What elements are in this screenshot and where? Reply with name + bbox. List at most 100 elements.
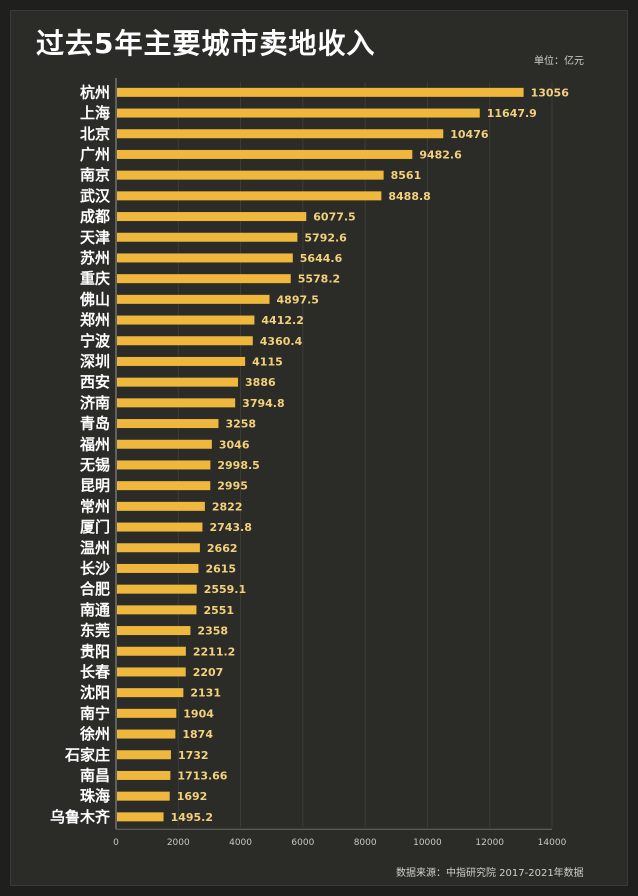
value-label: 8488.8	[388, 190, 430, 203]
bar	[117, 460, 211, 470]
bar	[117, 501, 205, 511]
category-label: 长沙	[80, 559, 110, 577]
value-label: 2743.8	[209, 521, 251, 534]
bar	[117, 605, 197, 615]
bar	[117, 481, 211, 491]
value-label: 2207	[193, 666, 224, 679]
category-label: 深圳	[80, 352, 110, 370]
bar	[117, 812, 164, 822]
category-label: 广州	[80, 145, 110, 163]
value-label: 2358	[197, 625, 228, 638]
bar	[117, 356, 246, 366]
bar	[117, 253, 293, 263]
category-label: 贵阳	[80, 642, 110, 660]
value-label: 9482.6	[419, 148, 462, 161]
bar	[117, 315, 255, 325]
bar	[117, 336, 253, 346]
category-label: 重庆	[80, 270, 110, 288]
bar	[117, 232, 298, 242]
bar	[117, 584, 197, 594]
category-label: 青岛	[80, 415, 110, 433]
value-label: 2551	[203, 604, 234, 617]
category-label: 常州	[80, 497, 110, 515]
axis-lines	[115, 78, 552, 830]
category-label: 武汉	[80, 187, 111, 205]
category-label: 南昌	[80, 766, 110, 784]
value-label: 3886	[245, 376, 276, 389]
bar	[117, 791, 170, 801]
category-label: 上海	[80, 104, 110, 122]
category-label: 合肥	[79, 580, 110, 598]
value-label: 1692	[177, 790, 208, 803]
bar	[117, 398, 236, 408]
value-label: 11647.9	[487, 107, 537, 120]
bar	[117, 708, 177, 718]
value-label: 1874	[182, 728, 213, 741]
bar	[117, 212, 307, 222]
category-label: 南宁	[80, 704, 110, 722]
category-label: 宁波	[80, 332, 111, 350]
value-label: 5578.2	[298, 273, 340, 286]
bar	[117, 87, 524, 97]
bars	[117, 87, 524, 822]
value-label: 5792.6	[304, 231, 347, 244]
bar	[117, 274, 291, 284]
category-label: 徐州	[79, 725, 110, 743]
value-label: 2822	[212, 500, 243, 513]
value-label: 1713.66	[177, 769, 227, 782]
bar	[117, 419, 219, 429]
x-tick-label: 6000	[291, 838, 314, 848]
value-label: 2998.5	[217, 459, 259, 472]
bar	[117, 750, 171, 760]
category-label: 东莞	[80, 622, 110, 640]
value-label: 6077.5	[313, 211, 355, 224]
value-label: 4412.2	[261, 314, 303, 327]
category-label: 厦门	[80, 518, 110, 536]
x-tick-label: 4000	[229, 838, 252, 848]
x-tick-label: 8000	[354, 838, 377, 848]
category-label: 成都	[80, 208, 110, 226]
grid-lines	[177, 82, 553, 828]
value-label: 4897.5	[277, 293, 319, 306]
value-label: 4360.4	[260, 335, 303, 348]
bar	[117, 626, 191, 636]
bar	[117, 563, 199, 573]
bar	[117, 729, 176, 739]
category-label: 南京	[80, 166, 110, 184]
value-label: 10476	[450, 128, 489, 141]
value-label: 2131	[190, 687, 221, 700]
category-label: 福州	[79, 435, 110, 453]
category-label: 温州	[80, 539, 110, 557]
category-label: 乌鲁木齐	[50, 808, 111, 826]
bar	[117, 770, 171, 780]
value-label: 8561	[391, 169, 422, 182]
x-tick-label: 12000	[475, 838, 504, 848]
x-tick-label: 0	[113, 838, 119, 848]
bar	[117, 439, 212, 449]
category-label: 沈阳	[80, 684, 110, 702]
category-label: 西安	[80, 373, 110, 391]
category-label: 南通	[80, 601, 110, 619]
bar	[117, 667, 186, 677]
category-label: 郑州	[80, 311, 110, 329]
bar	[117, 129, 444, 139]
value-label: 1904	[183, 707, 214, 720]
value-label: 1732	[178, 749, 209, 762]
bar	[117, 108, 480, 118]
value-label: 2559.1	[204, 583, 246, 596]
x-tick-labels: 0 2000 4000 6000 8000 10000 12000 14000	[113, 838, 566, 848]
category-label: 无锡	[79, 456, 110, 474]
value-label: 3794.8	[242, 397, 284, 410]
bar	[117, 191, 382, 201]
category-label: 苏州	[80, 249, 110, 267]
bar	[117, 522, 203, 532]
category-label: 济南	[80, 394, 110, 412]
bar	[117, 294, 270, 304]
bar	[117, 543, 200, 553]
value-label: 4115	[252, 355, 283, 368]
category-label: 天津	[80, 228, 110, 246]
value-label: 5644.6	[300, 252, 343, 265]
value-labels: 13056 11647.9 10476 9482.6 8561 8488.8 6077.5 5…	[171, 86, 570, 823]
bar	[117, 377, 239, 387]
x-tick-label: 10000	[413, 838, 442, 848]
